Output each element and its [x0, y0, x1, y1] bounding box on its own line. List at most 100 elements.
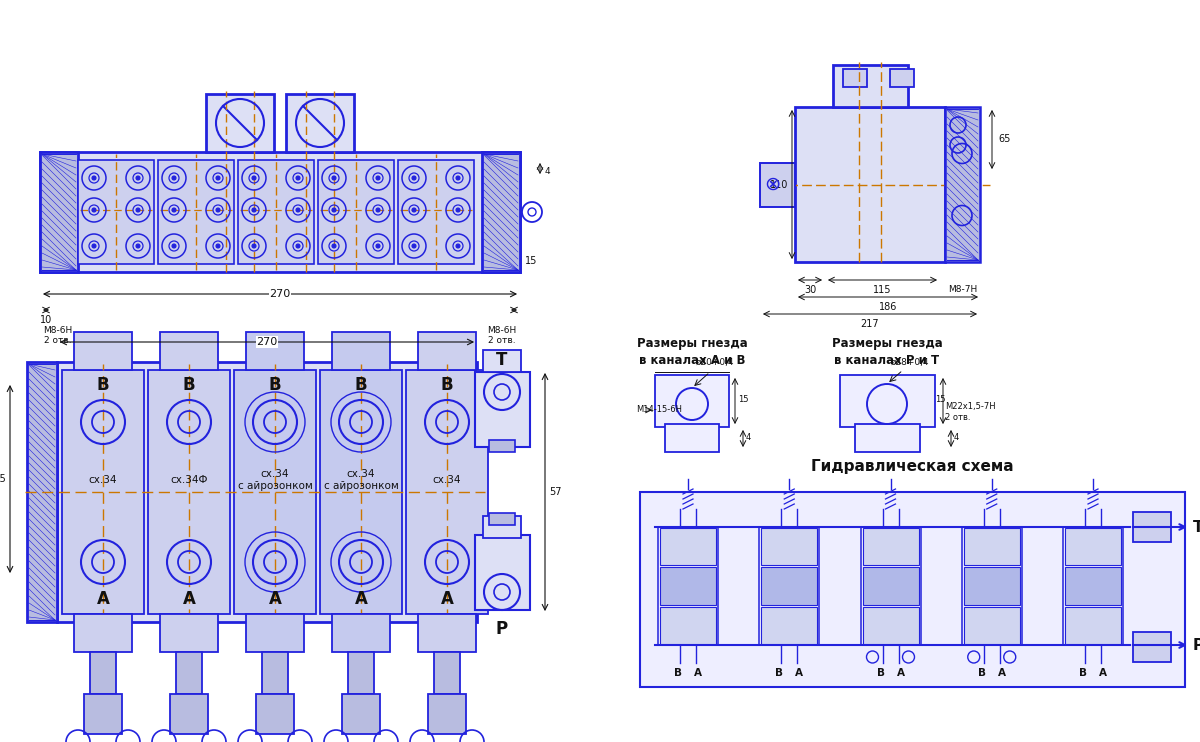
Circle shape	[252, 244, 256, 248]
Bar	[863, 607, 918, 644]
Circle shape	[136, 244, 140, 248]
Bar	[62, 370, 144, 614]
Circle shape	[216, 176, 220, 180]
Circle shape	[332, 208, 336, 212]
Text: B: B	[978, 668, 985, 678]
Text: 115: 115	[872, 285, 892, 295]
Text: М8-6Н
2 отв.: М8-6Н 2 отв.	[43, 326, 73, 345]
Circle shape	[92, 176, 96, 180]
Text: 30: 30	[804, 285, 816, 295]
Text: 186: 186	[878, 302, 898, 312]
Bar	[1133, 512, 1171, 542]
Text: 57: 57	[550, 487, 562, 497]
Text: 15: 15	[738, 395, 749, 404]
Bar	[840, 375, 935, 427]
Bar	[406, 370, 488, 614]
Bar	[332, 614, 390, 652]
Bar	[665, 424, 719, 452]
Circle shape	[296, 176, 300, 180]
Text: сх.34: сх.34	[89, 475, 118, 485]
Bar	[206, 94, 274, 152]
Bar	[796, 107, 946, 262]
Bar	[490, 440, 515, 452]
Text: 15: 15	[526, 256, 538, 266]
Bar	[332, 332, 390, 370]
Bar	[158, 160, 234, 264]
Circle shape	[456, 244, 460, 248]
Text: 10: 10	[40, 315, 52, 325]
Circle shape	[456, 208, 460, 212]
Bar	[1066, 528, 1121, 565]
Bar	[964, 568, 1020, 605]
Bar	[490, 513, 515, 525]
Circle shape	[376, 244, 380, 248]
Circle shape	[376, 208, 380, 212]
Text: 65: 65	[998, 134, 1010, 144]
Text: A: A	[96, 590, 109, 608]
Circle shape	[296, 244, 300, 248]
Circle shape	[296, 208, 300, 212]
Circle shape	[252, 208, 256, 212]
Text: 4: 4	[954, 433, 959, 442]
Bar	[482, 516, 521, 538]
Bar	[1063, 527, 1123, 645]
Text: B: B	[674, 668, 682, 678]
Text: A: A	[440, 590, 454, 608]
Text: A: A	[694, 668, 702, 678]
Bar	[148, 370, 230, 614]
Bar	[964, 607, 1020, 644]
Text: 15: 15	[935, 395, 946, 404]
Text: М8-7Н: М8-7Н	[948, 285, 977, 294]
Text: сх.34
с айрозонком: сх.34 с айрозонком	[238, 469, 312, 491]
Bar	[475, 535, 530, 610]
Text: 217: 217	[860, 319, 880, 329]
Bar	[1133, 632, 1171, 662]
Circle shape	[136, 176, 140, 180]
Bar	[28, 362, 58, 622]
Circle shape	[172, 208, 176, 212]
Text: A: A	[896, 668, 905, 678]
Bar	[475, 372, 530, 447]
Text: 270: 270	[257, 337, 277, 347]
Circle shape	[332, 176, 336, 180]
Text: A: A	[269, 590, 282, 608]
Circle shape	[136, 208, 140, 212]
Bar	[74, 614, 132, 652]
Bar	[160, 614, 218, 652]
Circle shape	[376, 176, 380, 180]
Circle shape	[92, 244, 96, 248]
Text: 270: 270	[269, 289, 290, 299]
Bar	[760, 162, 796, 206]
Text: ⊗: ⊗	[764, 175, 780, 194]
Bar	[234, 370, 316, 614]
Bar	[863, 568, 918, 605]
Text: М14-15-6Н: М14-15-6Н	[636, 405, 682, 415]
Text: 225: 225	[0, 474, 6, 484]
Text: сх.34Ф: сх.34Ф	[170, 475, 208, 485]
Bar	[320, 370, 402, 614]
Bar	[90, 652, 116, 694]
Text: B: B	[355, 376, 367, 394]
Text: A: A	[796, 668, 803, 678]
Bar	[1066, 607, 1121, 644]
Bar	[655, 375, 730, 427]
Bar	[660, 607, 716, 644]
Text: P: P	[496, 620, 508, 638]
Bar	[58, 362, 478, 622]
Text: A: A	[354, 590, 367, 608]
Bar	[40, 152, 520, 272]
Bar	[256, 694, 294, 734]
Bar	[40, 152, 78, 272]
Bar	[262, 652, 288, 694]
Text: T: T	[1193, 519, 1200, 534]
Bar	[428, 694, 466, 734]
Text: ø20+0,4: ø20+0,4	[696, 358, 734, 367]
Bar	[78, 160, 154, 264]
Text: A: A	[1099, 668, 1108, 678]
Bar	[238, 160, 314, 264]
Bar	[761, 607, 817, 644]
Bar	[1066, 568, 1121, 605]
Bar	[658, 527, 718, 645]
Circle shape	[412, 244, 416, 248]
Bar	[760, 527, 820, 645]
